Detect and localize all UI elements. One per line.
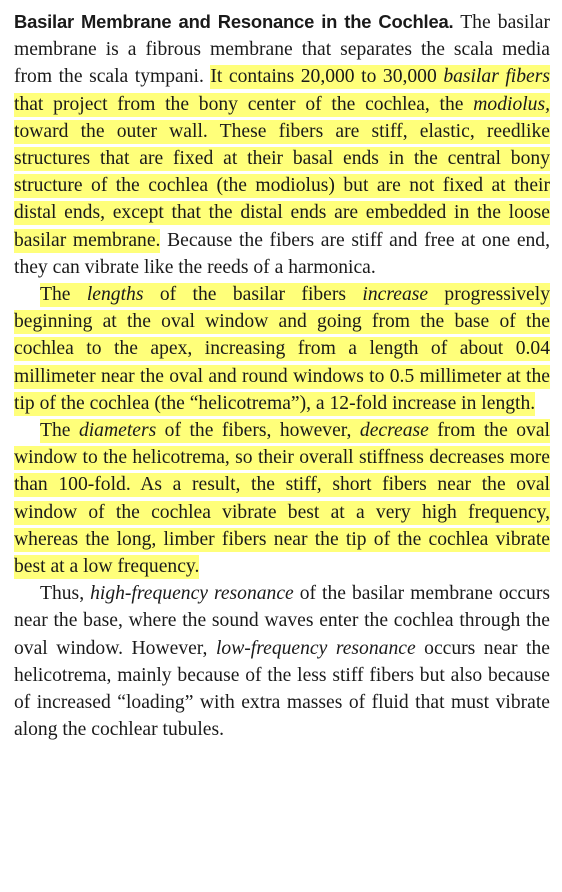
p1-hl-text-a: It contains 20,000 to 30,000 — [210, 66, 444, 88]
p3-text-c: from the oval window to the helicotrema,… — [14, 420, 550, 578]
p3-text-b: of the fibers, however, — [156, 420, 360, 442]
p2-text-b: of the basilar fibers — [143, 284, 363, 306]
p1-text-b: Because the fibers are stiff and free at… — [14, 229, 551, 278]
p1-term-modiolus: modiolus, — [473, 93, 550, 115]
p3-term-diameters: diameters — [78, 420, 157, 442]
p1-text-a: The basilar membrane is a fibrous membra… — [14, 12, 551, 88]
p4-text-c: occurs near the helicotrema, mainly beca… — [14, 637, 550, 741]
paragraph-fiber-diameters: The diameters of the fibers, however, de… — [14, 417, 550, 580]
p1-hl-text-c: toward the outer wall. These fibers are … — [14, 120, 550, 251]
paragraph-resonance: Thus, high-frequency resonance of the ba… — [14, 580, 550, 743]
p4-text-a: Thus, — [40, 583, 91, 605]
p2-term-lengths: lengths — [86, 284, 144, 306]
p2-text-c: progressively beginning at the oval wind… — [14, 284, 550, 414]
paragraph-basilar-membrane: Basilar Membrane and Resonance in the Co… — [14, 8, 550, 281]
p2-text-a: The — [40, 284, 87, 306]
p1-hl-text-b: that project from the bony center of the… — [14, 93, 474, 115]
paragraph-fiber-lengths: The lengths of the basilar fibers increa… — [14, 281, 550, 417]
p4-term-high-frequency-resonance: high-frequency resonance — [90, 583, 294, 605]
section-heading: Basilar Membrane and Resonance in the Co… — [14, 11, 454, 32]
p3-text-a: The — [40, 420, 79, 442]
p1-highlight: It contains 20,000 to 30,000 basilar fib… — [14, 65, 550, 253]
p2-highlight: The lengths of the basilar fibers increa… — [14, 283, 550, 416]
p4-term-low-frequency-resonance: low-frequency resonance — [215, 637, 416, 659]
document-page: Basilar Membrane and Resonance in the Co… — [14, 8, 550, 743]
p2-term-increase: increase — [362, 284, 429, 306]
p4-text-b: of the basilar mem­brane occurs near the… — [14, 583, 551, 659]
p3-term-decrease: decrease — [359, 420, 429, 442]
p1-term-basilar-fibers: basilar fibers — [443, 66, 550, 88]
p3-highlight: The diameters of the fibers, however, de… — [14, 419, 550, 580]
